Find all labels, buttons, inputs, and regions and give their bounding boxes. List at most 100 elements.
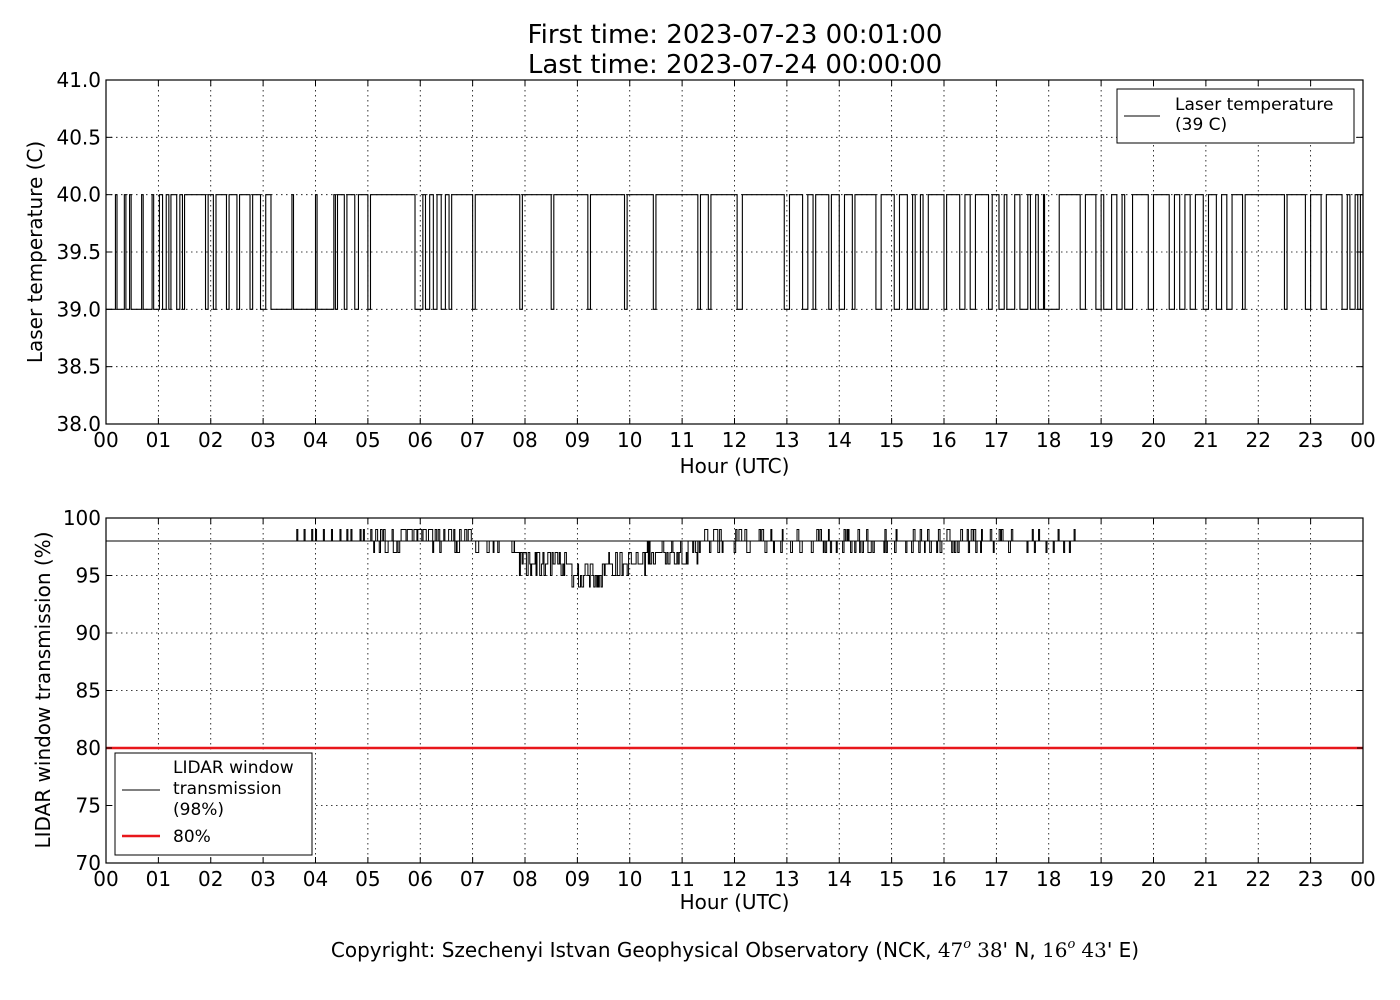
- bot-x-tick-label: 18: [1036, 867, 1061, 891]
- top-x-tick-label: 18: [1036, 428, 1061, 452]
- top-y-tick-label: 40.5: [56, 125, 101, 149]
- bottom-legend-label-threshold: 80%: [173, 827, 211, 847]
- top-y-tick-label: 38.0: [56, 412, 101, 436]
- title-first-time: First time: 2023-07-23 00:01:00: [528, 20, 943, 50]
- copyright-lat-rest: ' N,: [1003, 938, 1043, 962]
- top-x-tick-label: 09: [565, 428, 590, 452]
- bot-x-tick-label: 07: [460, 867, 485, 891]
- legend-line: Laser temperature: [1175, 95, 1333, 115]
- bot-x-tick-label: 17: [984, 867, 1009, 891]
- top-x-tick-label: 03: [250, 428, 275, 452]
- top-x-tick-label: 08: [512, 428, 537, 452]
- top-x-tick-label: 10: [617, 428, 642, 452]
- bot-y-tick-label: 75: [76, 794, 101, 818]
- copyright-lat-min: 38: [977, 938, 1002, 962]
- bot-x-tick-label: 09: [565, 867, 590, 891]
- bot-x-tick-label: 13: [774, 867, 799, 891]
- top-x-tick-label: 11: [669, 428, 694, 452]
- bot-y-tick-label: 70: [76, 851, 101, 875]
- bot-x-tick-label: 08: [512, 867, 537, 891]
- top-x-tick-label: 14: [827, 428, 852, 452]
- top-x-tick-label: 23: [1298, 428, 1323, 452]
- top-x-tick-label: 17: [984, 428, 1009, 452]
- copyright-lon-deg: 16: [1042, 938, 1067, 962]
- bot-x-tick-label: 10: [617, 867, 642, 891]
- bot-x-tick-label: 04: [303, 867, 328, 891]
- top-y-axis-label: Laser temperature (C): [23, 141, 47, 363]
- top-x-tick-label: 22: [1246, 428, 1271, 452]
- bot-y-tick-label: 80: [76, 736, 101, 760]
- top-x-tick-label: 05: [355, 428, 380, 452]
- title-last-time: Last time: 2023-07-24 00:00:00: [528, 50, 942, 80]
- top-x-tick-label: 07: [460, 428, 485, 452]
- copyright-lon-rest: ' E): [1107, 938, 1139, 962]
- top-x-tick-label: 21: [1193, 428, 1218, 452]
- bot-x-tick-label: 00: [1350, 867, 1375, 891]
- bot-x-tick-label: 22: [1246, 867, 1271, 891]
- top-x-tick-label: 12: [722, 428, 747, 452]
- top-x-tick-label: 04: [303, 428, 328, 452]
- top-x-tick-label: 13: [774, 428, 799, 452]
- top-legend-label: Laser temperature (39 C): [1175, 95, 1333, 135]
- top-x-tick-label: 15: [879, 428, 904, 452]
- top-x-tick-label: 00: [1350, 428, 1375, 452]
- laser-temperature-series: [106, 194, 1364, 310]
- bot-x-tick-label: 15: [879, 867, 904, 891]
- bot-x-tick-label: 02: [198, 867, 223, 891]
- copyright-lat-deg-mark: o: [963, 937, 971, 952]
- bot-x-tick-label: 05: [355, 867, 380, 891]
- bot-x-tick-label: 21: [1193, 867, 1218, 891]
- bot-x-tick-label: 01: [146, 867, 171, 891]
- top-y-tick-label: 40.0: [56, 183, 101, 207]
- copyright-lon-deg-mark: o: [1068, 937, 1076, 952]
- legend-line: transmission: [173, 779, 282, 799]
- top-x-tick-label: 01: [146, 428, 171, 452]
- bot-x-tick-label: 06: [408, 867, 433, 891]
- lidar-transmission-series: [106, 529, 1363, 588]
- bot-x-tick-label: 23: [1298, 867, 1323, 891]
- top-x-tick-label: 16: [931, 428, 956, 452]
- top-y-ticks: 38.0 38.5 39.0 39.5 40.0 40.5 41.0: [56, 68, 1363, 436]
- legend-line: LIDAR window: [173, 758, 294, 778]
- bot-x-tick-label: 16: [931, 867, 956, 891]
- bot-x-tick-label: 11: [669, 867, 694, 891]
- bot-y-tick-label: 100: [63, 506, 101, 530]
- copyright-prefix: Copyright: Szechenyi Istvan Geophysical …: [331, 938, 938, 962]
- top-x-tick-label: 00: [93, 428, 118, 452]
- bot-x-tick-label: 14: [827, 867, 852, 891]
- copyright-text: Copyright: Szechenyi Istvan Geophysical …: [331, 937, 1139, 962]
- top-legend: Laser temperature (39 C): [1116, 88, 1355, 144]
- top-y-tick-label: 39.0: [56, 297, 101, 321]
- top-y-tick-label: 41.0: [56, 68, 101, 92]
- top-y-tick-label: 39.5: [56, 240, 101, 264]
- bot-y-tick-label: 85: [76, 679, 101, 703]
- lidar-transmission-chart: 00 01 02 03 04 05 06 07 08 09 10 11 12 13 14 15 16 17 18 19…: [31, 506, 1376, 914]
- bottom-x-ticks: 00 01 02 03 04 05 06 07 08 09 10 11 12 13 14 15 16 17 18 19…: [93, 518, 1376, 891]
- laser-temperature-line: [106, 194, 1364, 310]
- top-x-tick-label: 20: [1141, 428, 1166, 452]
- bottom-legend-box: [114, 752, 313, 856]
- top-x-tick-label: 19: [1088, 428, 1113, 452]
- bottom-x-axis-label: Hour (UTC): [680, 890, 790, 914]
- top-x-tick-label: 02: [198, 428, 223, 452]
- top-x-axis-label: Hour (UTC): [680, 454, 790, 478]
- bottom-y-ticks: 70 75 80 85 90 95 100: [63, 506, 1363, 875]
- bot-x-tick-label: 20: [1141, 867, 1166, 891]
- bottom-legend-label-transmission: LIDAR window transmission (98%): [173, 758, 294, 820]
- top-legend-box: [1116, 88, 1355, 144]
- copyright-lon-min: 43: [1081, 938, 1106, 962]
- laser-temperature-chart: 00 01 02 03 04 05 06 07 08 09 10 11 12 13 14 15 16 17 18 19…: [23, 68, 1376, 478]
- bot-x-tick-label: 03: [250, 867, 275, 891]
- bot-y-tick-label: 90: [76, 621, 101, 645]
- top-x-ticks: 00 01 02 03 04 05 06 07 08 09 10 11 12 13 14 15 16 17 18 19…: [93, 80, 1376, 452]
- bot-y-tick-label: 95: [76, 564, 101, 588]
- top-x-tick-label: 06: [408, 428, 433, 452]
- copyright-lat-deg: 47: [938, 938, 963, 962]
- top-y-tick-label: 38.5: [56, 355, 101, 379]
- bottom-legend: LIDAR window transmission (98%) 80%: [114, 752, 313, 856]
- bot-x-tick-label: 12: [722, 867, 747, 891]
- bottom-y-axis-label: LIDAR window transmission (%): [31, 532, 55, 849]
- bot-x-tick-label: 19: [1088, 867, 1113, 891]
- legend-line: (98%): [173, 800, 224, 820]
